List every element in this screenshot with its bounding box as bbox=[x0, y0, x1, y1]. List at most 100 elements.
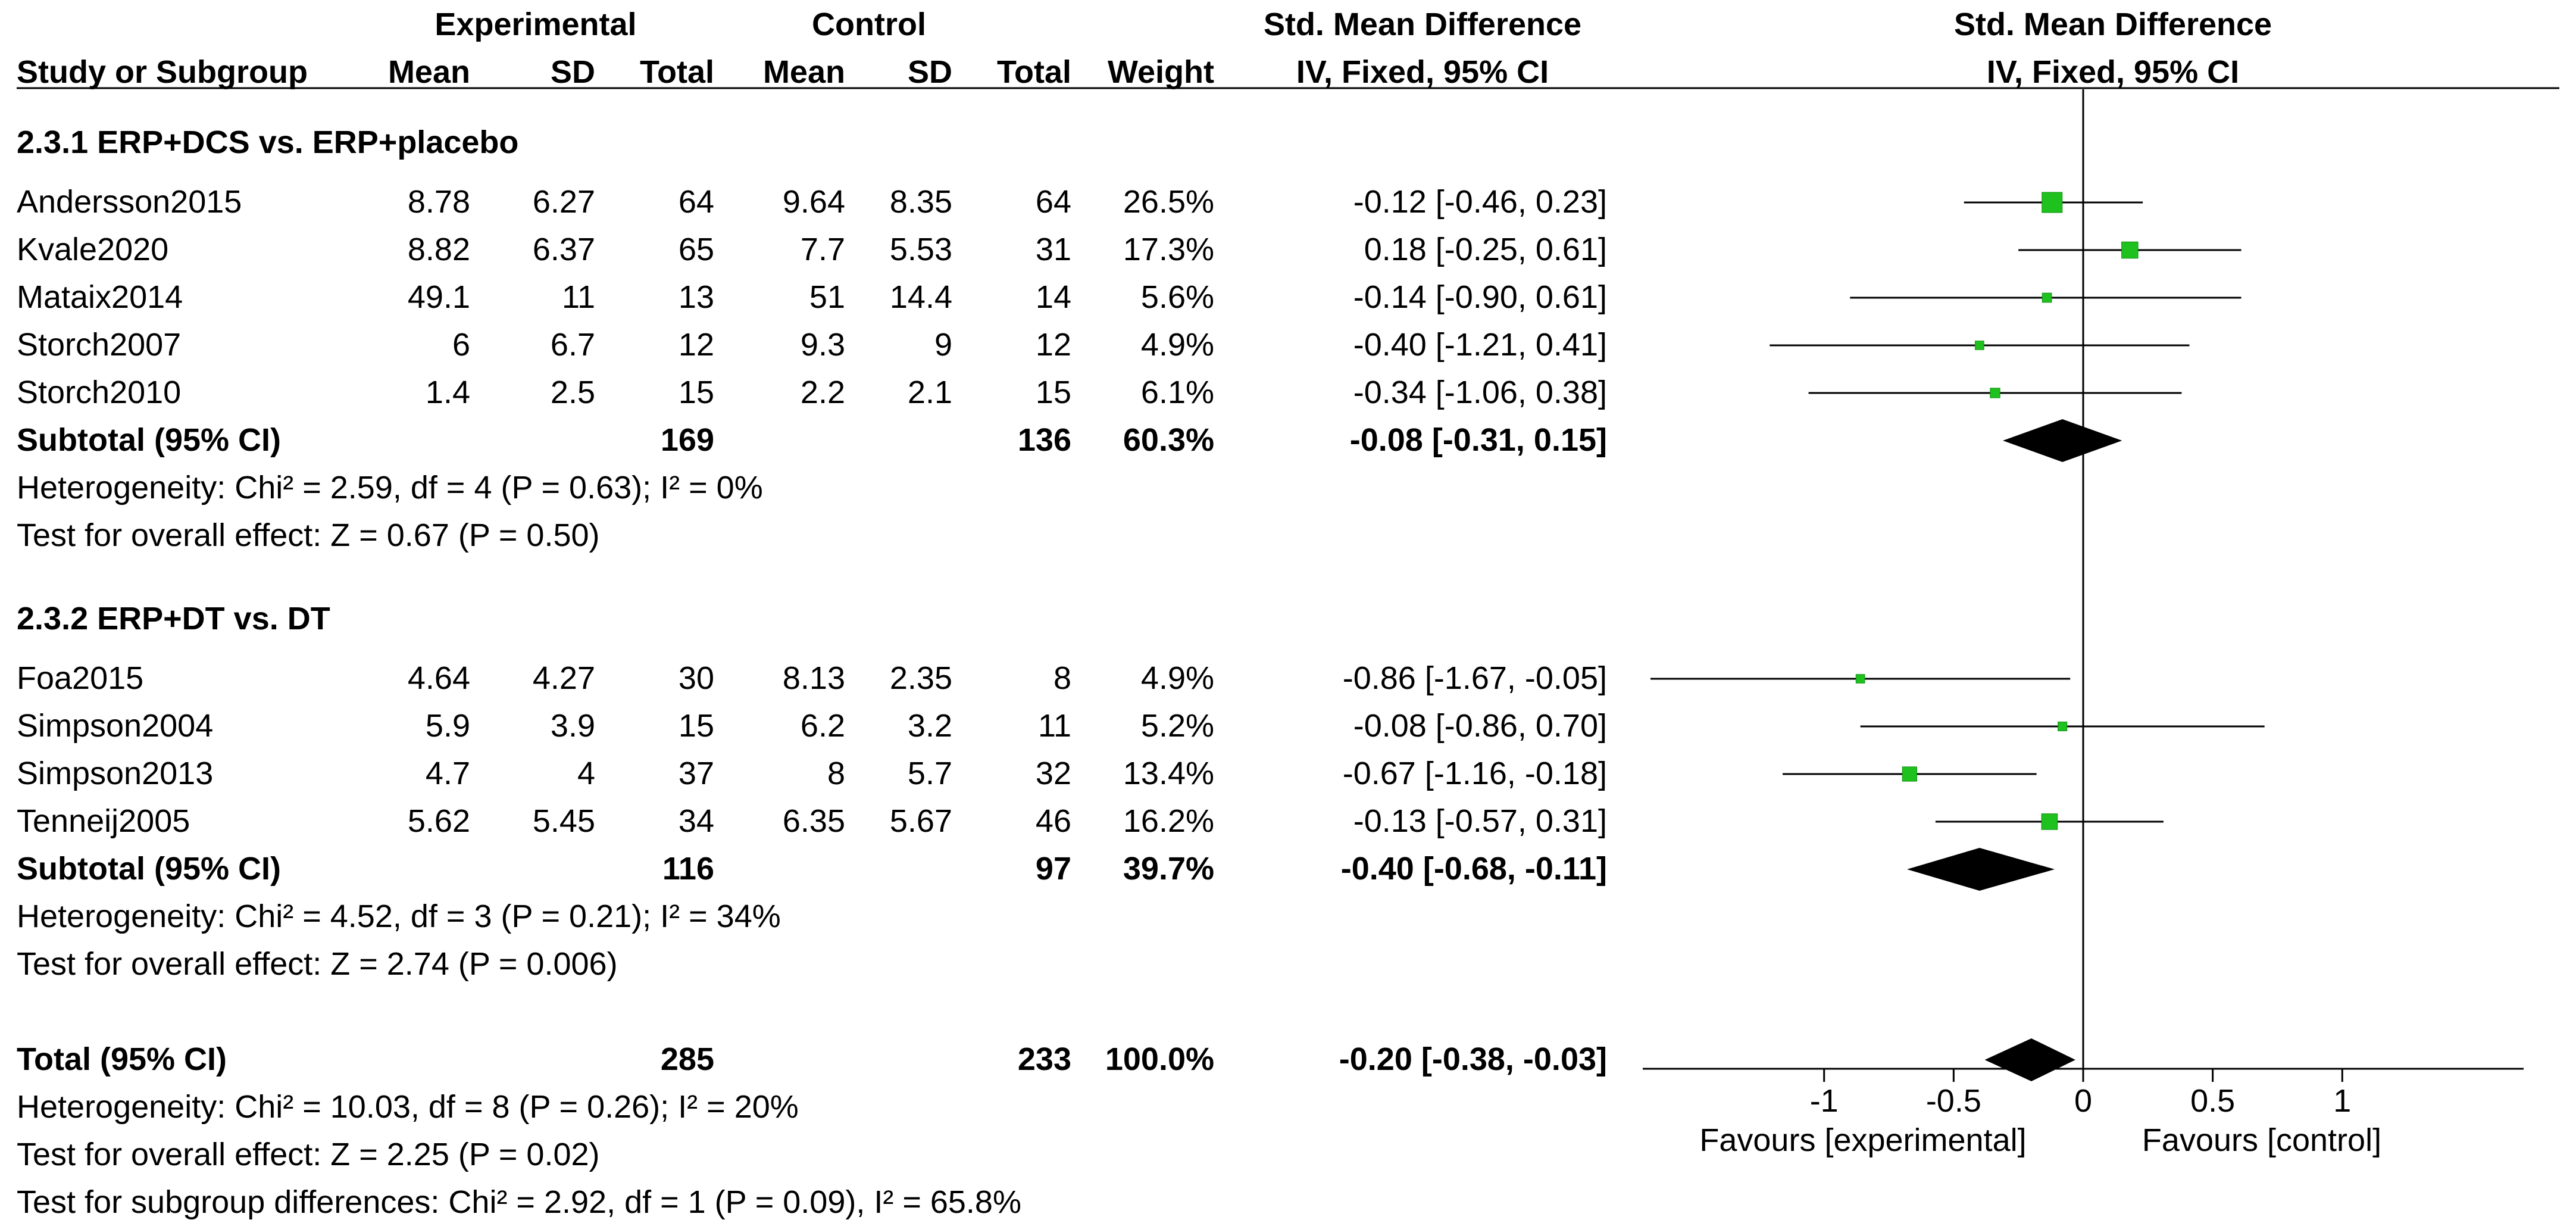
smd-ci-cell: -0.20 [-0.38, -0.03] bbox=[1339, 1041, 1607, 1077]
study-point-estimate bbox=[1855, 674, 1865, 684]
ctl-sd-cell: 5.67 bbox=[889, 803, 952, 839]
weight-cell: 39.7% bbox=[1123, 851, 1214, 887]
exp-mean-cell: 8.78 bbox=[407, 184, 470, 220]
ctl-mean-cell: 6.35 bbox=[782, 803, 845, 839]
exp-total-cell: 15 bbox=[678, 708, 714, 744]
ctl-sd-cell: 8.35 bbox=[889, 184, 952, 220]
weight-cell: 4.9% bbox=[1140, 327, 1214, 363]
exp-sd-cell: 5.45 bbox=[532, 803, 595, 839]
ctl-sd-cell: 14.4 bbox=[889, 279, 952, 315]
study-name: Storch2010 bbox=[17, 375, 182, 410]
statistics-note: Test for overall effect: Z = 0.67 (P = 0… bbox=[17, 517, 600, 553]
exp-mean-header: Mean bbox=[387, 54, 470, 90]
ctl-mean-cell: 8.13 bbox=[782, 660, 845, 696]
ctl-sd-cell: 2.1 bbox=[907, 375, 952, 410]
study-point-estimate bbox=[1902, 766, 1917, 782]
study-name: Foa2015 bbox=[17, 660, 144, 696]
exp-sd-cell: 3.9 bbox=[550, 708, 595, 744]
ctl-sd-cell: 2.35 bbox=[889, 660, 952, 696]
method-table-header: IV, Fixed, 95% CI bbox=[1296, 54, 1549, 90]
control-header: Control bbox=[812, 7, 926, 42]
exp-total-header: Total bbox=[640, 54, 714, 90]
exp-sd-cell: 6.7 bbox=[550, 327, 595, 363]
smd-ci-cell: -0.12 [-0.46, 0.23] bbox=[1353, 184, 1607, 220]
subtotal-label: Subtotal (95% CI) bbox=[17, 422, 282, 458]
exp-total-cell: 65 bbox=[678, 232, 714, 267]
weight-cell: 16.2% bbox=[1123, 803, 1214, 839]
smd-ci-cell: -0.86 [-1.67, -0.05] bbox=[1342, 660, 1607, 696]
weight-cell: 100.0% bbox=[1105, 1041, 1214, 1077]
smd-ci-cell: -0.67 [-1.16, -0.18] bbox=[1342, 756, 1607, 791]
exp-mean-cell: 5.62 bbox=[407, 803, 470, 839]
ctl-total-cell: 136 bbox=[1017, 422, 1071, 458]
ctl-total-cell: 11 bbox=[1037, 708, 1071, 744]
study-point-estimate bbox=[1975, 341, 1984, 350]
smd-ci-cell: -0.14 [-0.90, 0.61] bbox=[1353, 279, 1607, 315]
smd-ci-cell: -0.40 [-1.21, 0.41] bbox=[1353, 327, 1607, 363]
ctl-total-cell: 46 bbox=[1035, 803, 1071, 839]
ctl-mean-cell: 7.7 bbox=[800, 232, 845, 267]
weight-cell: 60.3% bbox=[1123, 422, 1214, 458]
exp-mean-cell: 4.64 bbox=[407, 660, 470, 696]
exp-mean-cell: 49.1 bbox=[407, 279, 470, 315]
subgroup-heading: 2.3.2 ERP+DT vs. DT bbox=[17, 601, 330, 636]
exp-sd-header: SD bbox=[550, 54, 595, 90]
exp-total-cell: 285 bbox=[660, 1041, 714, 1077]
study-column-header: Study or Subgroup bbox=[17, 54, 308, 90]
study-name: Mataix2014 bbox=[17, 279, 183, 315]
ctl-total-cell: 12 bbox=[1035, 327, 1071, 363]
weight-cell: 6.1% bbox=[1140, 375, 1214, 410]
weight-header: Weight bbox=[1108, 54, 1214, 90]
statistics-note: Heterogeneity: Chi² = 4.52, df = 3 (P = … bbox=[17, 898, 781, 934]
exp-sd-cell: 6.27 bbox=[532, 184, 595, 220]
statistics-note: Test for overall effect: Z = 2.25 (P = 0… bbox=[17, 1137, 600, 1172]
subtotal-label: Total (95% CI) bbox=[17, 1041, 227, 1077]
ctl-total-cell: 14 bbox=[1035, 279, 1071, 315]
weight-cell: 4.9% bbox=[1140, 660, 1214, 696]
exp-total-cell: 116 bbox=[662, 851, 714, 887]
study-point-estimate bbox=[2058, 721, 2068, 732]
favours-control-label: Favours [control] bbox=[2142, 1122, 2382, 1158]
x-tick-label: 1 bbox=[2333, 1083, 2351, 1119]
ctl-total-cell: 8 bbox=[1053, 660, 1071, 696]
ctl-mean-cell: 9.64 bbox=[782, 184, 845, 220]
exp-sd-cell: 6.37 bbox=[532, 232, 595, 267]
exp-total-cell: 169 bbox=[660, 422, 714, 458]
ctl-mean-header: Mean bbox=[762, 54, 845, 90]
smd-table-header: Std. Mean Difference bbox=[1263, 7, 1582, 42]
study-point-estimate bbox=[2041, 813, 2058, 830]
smd-ci-cell: -0.13 [-0.57, 0.31] bbox=[1353, 803, 1607, 839]
weight-cell: 5.6% bbox=[1140, 279, 1214, 315]
weight-cell: 17.3% bbox=[1123, 232, 1214, 267]
ctl-sd-cell: 3.2 bbox=[907, 708, 952, 744]
study-name: Simpson2004 bbox=[17, 708, 214, 744]
study-point-estimate bbox=[2042, 292, 2052, 303]
exp-mean-cell: 4.7 bbox=[425, 756, 470, 791]
smd-ci-cell: -0.08 [-0.31, 0.15] bbox=[1349, 422, 1607, 458]
exp-sd-cell: 2.5 bbox=[550, 375, 595, 410]
ctl-sd-cell: 5.53 bbox=[889, 232, 952, 267]
exp-total-cell: 37 bbox=[678, 756, 714, 791]
pooled-diamond bbox=[2003, 419, 2122, 462]
experimental-header: Experimental bbox=[434, 7, 637, 42]
statistics-note: Heterogeneity: Chi² = 2.59, df = 4 (P = … bbox=[17, 470, 763, 506]
statistics-note: Test for overall effect: Z = 2.74 (P = 0… bbox=[17, 946, 618, 982]
ctl-sd-header: SD bbox=[907, 54, 952, 90]
exp-mean-cell: 6 bbox=[452, 327, 470, 363]
study-name: Andersson2015 bbox=[17, 184, 242, 220]
method-plot-header: IV, Fixed, 95% CI bbox=[1986, 54, 2240, 90]
exp-total-cell: 15 bbox=[678, 375, 714, 410]
ctl-sd-cell: 9 bbox=[934, 327, 952, 363]
exp-mean-cell: 1.4 bbox=[425, 375, 470, 410]
ctl-total-cell: 32 bbox=[1035, 756, 1071, 791]
study-name: Simpson2013 bbox=[17, 756, 214, 791]
x-tick-label: -0.5 bbox=[1926, 1083, 1981, 1119]
study-point-estimate bbox=[1990, 388, 2000, 398]
x-tick-label: 0.5 bbox=[2190, 1083, 2235, 1119]
favours-experimental-label: Favours [experimental] bbox=[1699, 1122, 2027, 1158]
study-point-estimate bbox=[2121, 241, 2139, 259]
study-point-estimate bbox=[2042, 192, 2063, 213]
pooled-diamond bbox=[1984, 1038, 2075, 1081]
ctl-total-cell: 97 bbox=[1035, 851, 1071, 887]
